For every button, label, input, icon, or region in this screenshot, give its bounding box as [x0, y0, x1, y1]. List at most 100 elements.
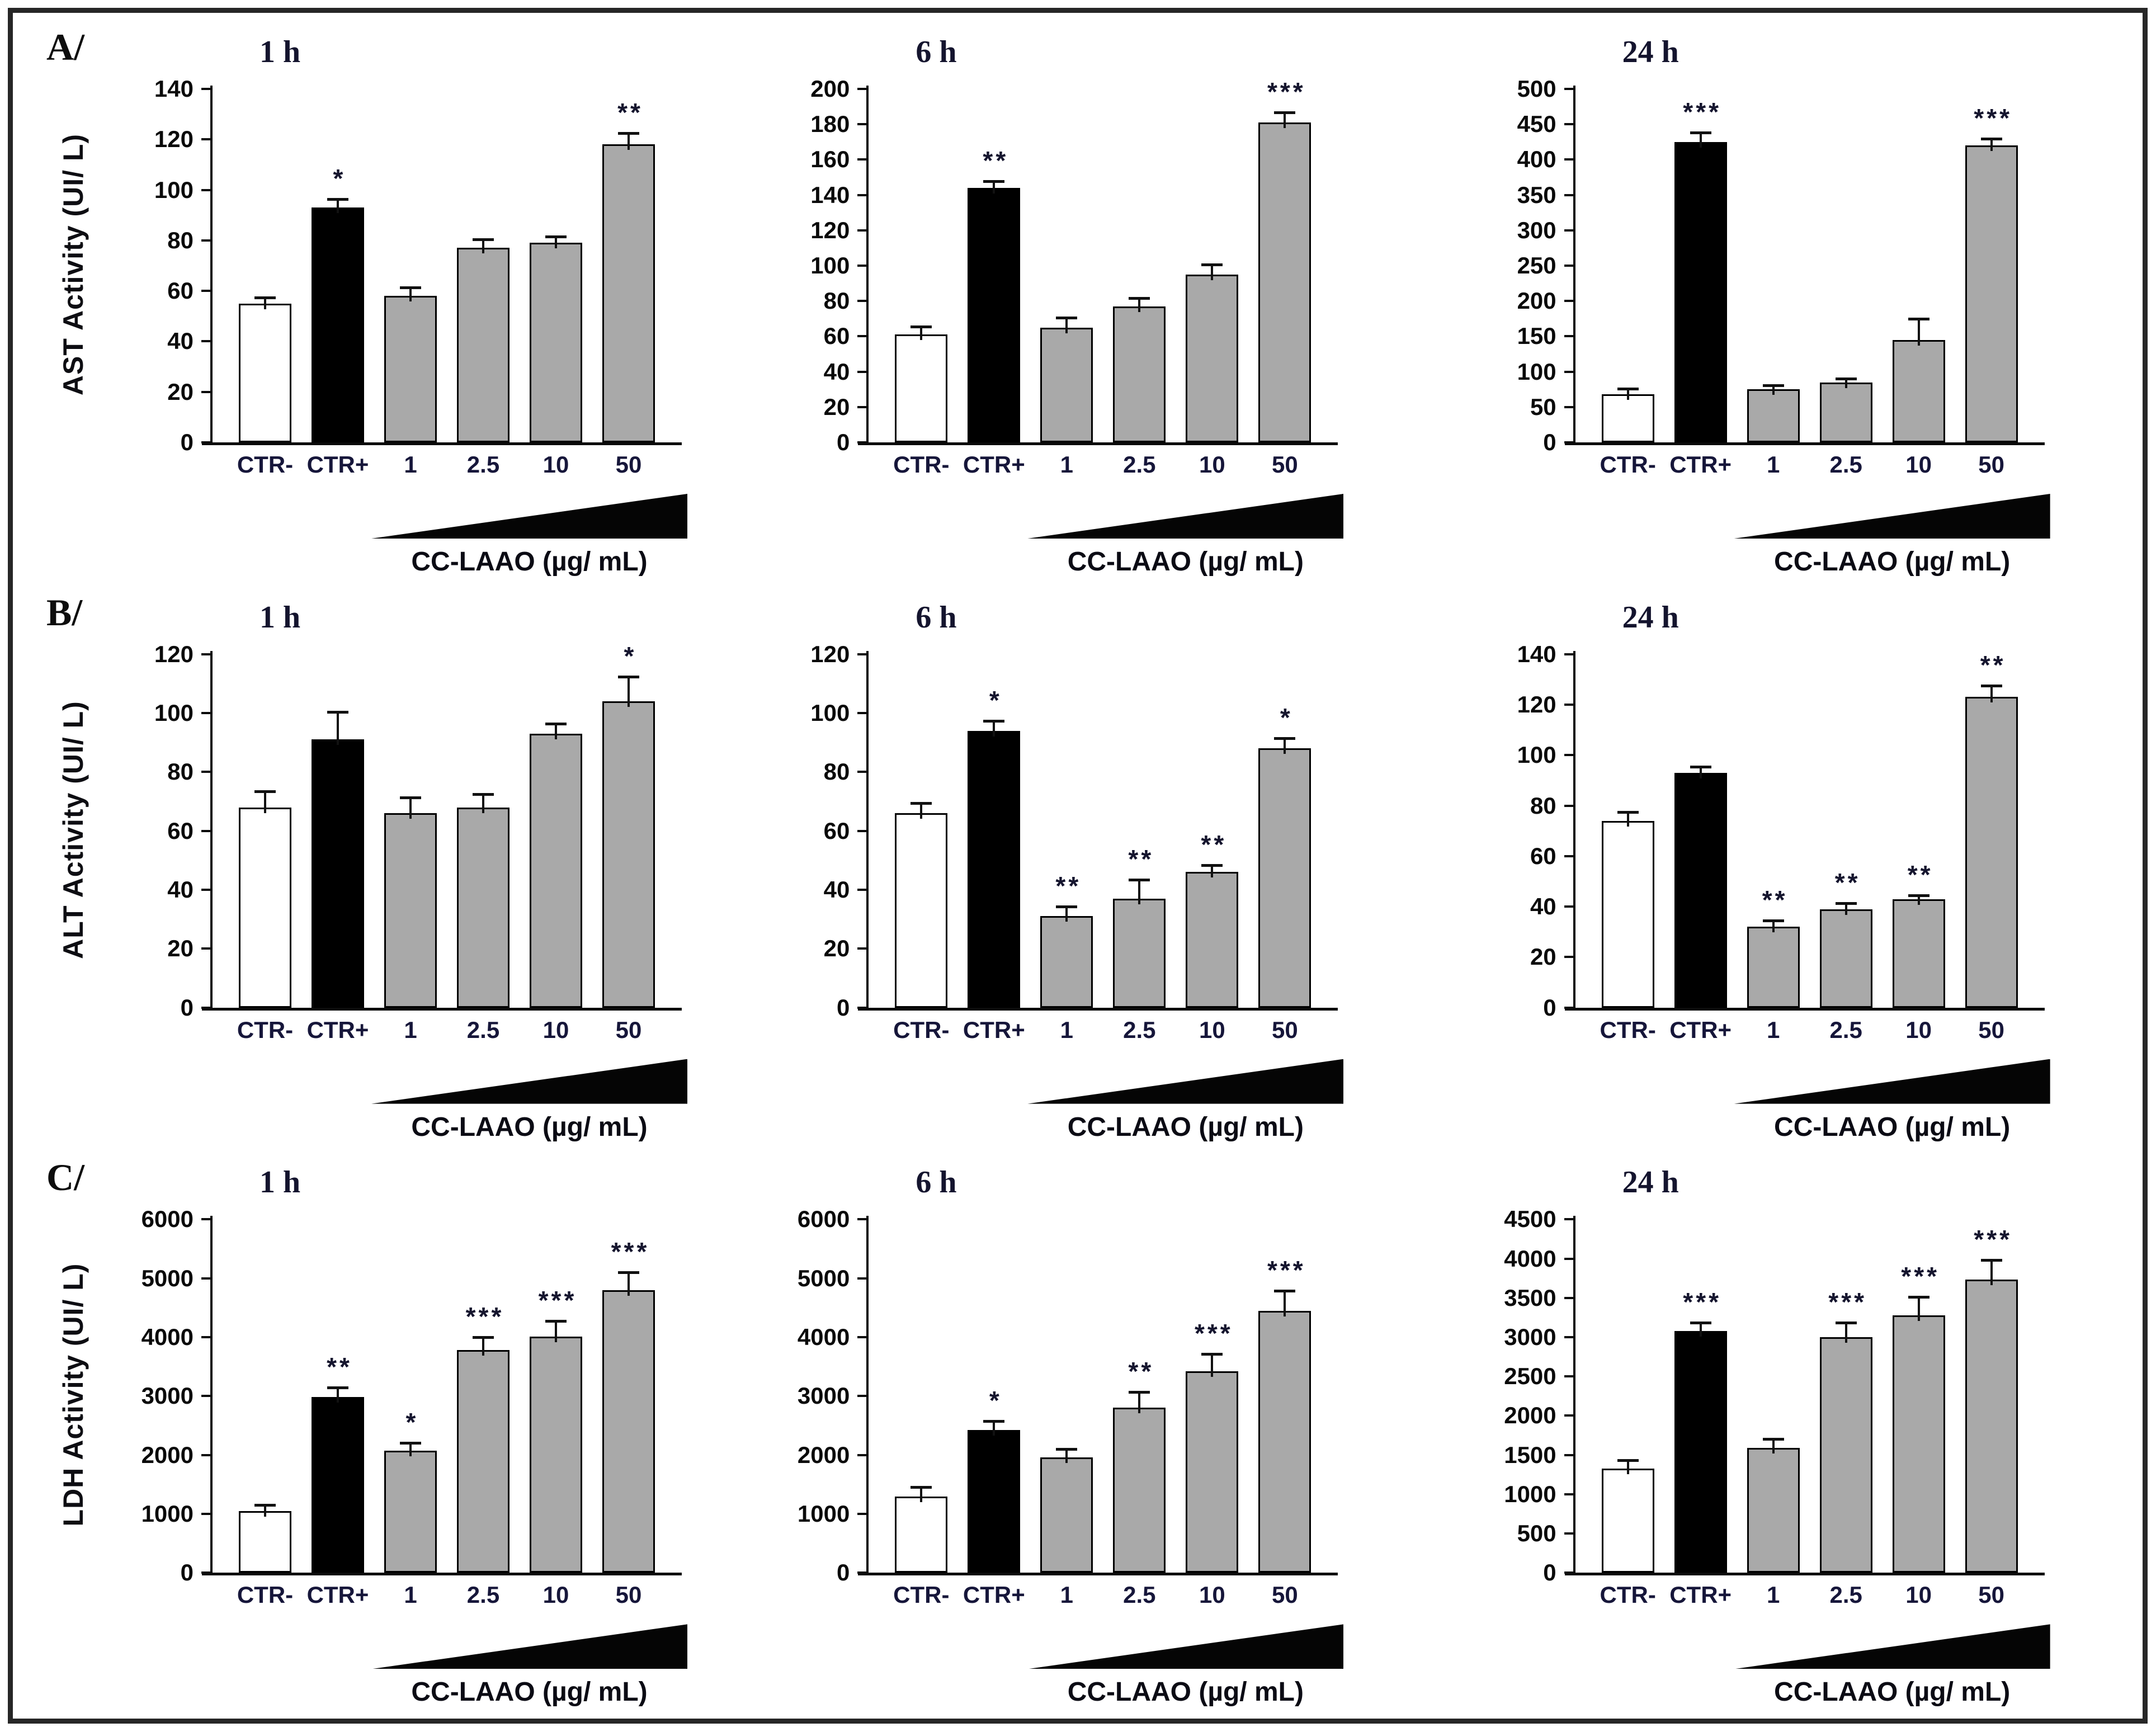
y-tick-label: 120	[810, 640, 850, 667]
x-category-label: 50	[615, 1582, 642, 1608]
y-tick-label: 40	[167, 328, 194, 355]
error-bar-line	[1917, 896, 1920, 905]
error-bar-line	[1138, 1393, 1141, 1414]
x-category-label: 10	[1905, 1016, 1932, 1043]
y-tick-label: 3500	[1504, 1284, 1556, 1311]
y-axis-line	[866, 86, 869, 443]
y-tick-label: 5000	[797, 1264, 850, 1291]
x-axis-line	[858, 1573, 1338, 1576]
x-category-label: CTR-	[893, 1016, 950, 1043]
y-tick-label: 3000	[797, 1382, 850, 1409]
x-category-label: 2.5	[466, 451, 500, 478]
y-tick-mark	[201, 829, 210, 832]
bar-CTR+	[312, 739, 364, 1008]
bar-chart-ldh-1h: 1 h 0 1000 2000 3000 4000 5000 6000 CTR- ** CTR+ * 1…	[17, 1148, 724, 1713]
bar-CTR-	[895, 1497, 948, 1573]
y-tick-label: 140	[154, 75, 194, 102]
y-tick-mark	[201, 1006, 210, 1009]
x-category-label: CTR+	[963, 451, 1025, 478]
x-category-label: 1	[1060, 451, 1074, 478]
error-bar-cap	[1129, 879, 1150, 882]
error-bar-cap	[618, 1271, 639, 1275]
y-tick-label: 60	[823, 323, 850, 350]
error-bar-cap	[910, 802, 932, 805]
chart-cell-ast-6h: 6 h 0 20 40 60 80 100 120 140 160 180 200 CTR- ** CTR+…	[724, 17, 1430, 583]
significance-stars: *	[989, 1385, 1002, 1415]
bar-chart-alt-6h: 6 h 0 20 40 60 80 100 120 CTR- * CTR+ ** 1 ** 2.5 ** 10 *…	[724, 583, 1430, 1148]
y-tick-mark	[201, 711, 210, 714]
y-tick-label: 1000	[797, 1500, 850, 1527]
y-tick-mark	[857, 265, 867, 267]
y-tick-label: 20	[1530, 943, 1556, 970]
x-axis-title: CC-LAAO (µg/ mL)	[411, 1112, 648, 1142]
x-axis-title: CC-LAAO (µg/ mL)	[1067, 1112, 1304, 1142]
y-tick-label: 2000	[797, 1441, 850, 1468]
y-tick-label: 140	[810, 181, 850, 208]
panel-time-title: 6 h	[916, 600, 957, 635]
significance-stars: ***	[1683, 1287, 1722, 1317]
bar-2.5	[457, 1350, 509, 1573]
bar-10	[1186, 1371, 1239, 1573]
y-tick-label: 6000	[797, 1206, 850, 1233]
y-tick-label: 100	[1517, 742, 1556, 768]
significance-stars: ***	[1974, 1224, 2013, 1254]
y-tick-mark	[1564, 370, 1573, 373]
significance-stars: ***	[1683, 97, 1722, 126]
y-tick-mark	[857, 829, 867, 832]
y-tick-mark	[1564, 265, 1573, 267]
error-bar-line	[482, 1338, 484, 1356]
error-bar-cap	[1274, 111, 1296, 115]
bar-1	[1040, 327, 1093, 442]
bar-50	[602, 144, 655, 442]
y-tick-label: 40	[1530, 893, 1556, 920]
y-tick-label: 4000	[141, 1323, 194, 1350]
x-category-label: 50	[1271, 451, 1298, 478]
y-tick-mark	[1564, 405, 1573, 408]
bar-chart-ldh-6h: 6 h 0 1000 2000 3000 4000 5000 6000 CTR- * CTR+ 1 **…	[724, 1148, 1430, 1713]
error-bar-line	[1138, 881, 1141, 904]
significance-stars: *	[989, 685, 1002, 715]
y-tick-label: 180	[810, 111, 850, 138]
error-bar-line	[1772, 922, 1775, 933]
y-tick-mark	[857, 158, 867, 161]
bar-1	[384, 296, 437, 442]
panel-time-title: 6 h	[916, 35, 957, 69]
significance-stars: **	[1762, 885, 1788, 915]
y-tick-mark	[857, 405, 867, 408]
error-bar-line	[920, 1488, 923, 1503]
error-bar-line	[628, 134, 630, 150]
y-tick-mark	[857, 653, 867, 655]
x-category-label: 2.5	[466, 1016, 500, 1043]
significance-stars: *	[405, 1407, 419, 1437]
y-tick-label: 300	[1517, 216, 1556, 243]
panel-time-title: 24 h	[1622, 600, 1679, 635]
x-axis-title: CC-LAAO (µg/ mL)	[1067, 547, 1304, 577]
bar-CTR-	[1601, 1468, 1654, 1573]
y-tick-label: 40	[167, 876, 194, 903]
x-category-label: 10	[1199, 451, 1225, 478]
bar-CTR+	[1674, 772, 1727, 1008]
error-bar-cap	[983, 719, 1005, 723]
significance-stars: ***	[1901, 1261, 1940, 1291]
significance-stars: **	[1907, 860, 1933, 890]
y-tick-mark	[201, 1335, 210, 1338]
significance-stars: ***	[1194, 1318, 1233, 1348]
y-tick-label: 150	[1517, 323, 1556, 350]
x-axis-title: CC-LAAO (µg/ mL)	[1067, 1677, 1304, 1707]
y-tick-label: 0	[836, 1559, 850, 1586]
x-category-label: CTR-	[237, 1016, 294, 1043]
y-tick-mark	[201, 1512, 210, 1515]
x-category-label: 50	[1978, 1582, 2005, 1608]
y-tick-mark	[201, 1453, 210, 1456]
bar-CTR+	[968, 187, 1021, 442]
y-tick-mark	[1564, 1375, 1573, 1378]
error-bar-line	[482, 795, 484, 813]
y-tick-label: 120	[154, 640, 194, 667]
y-tick-mark	[857, 194, 867, 196]
panel-time-title: 1 h	[260, 600, 301, 635]
bar-50	[1965, 145, 2018, 442]
y-tick-label: 100	[154, 176, 194, 203]
y-tick-label: 100	[810, 699, 850, 726]
error-bar-cap	[910, 1485, 932, 1489]
x-axis-title: CC-LAAO (µg/ mL)	[1774, 547, 2011, 577]
